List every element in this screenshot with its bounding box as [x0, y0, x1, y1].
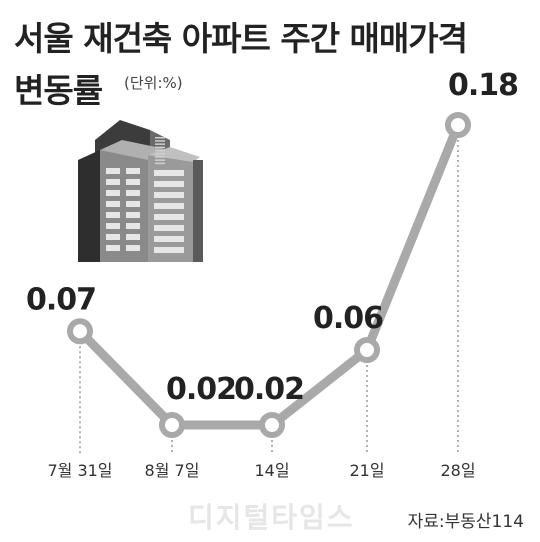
source-label: 자료:부동산114	[407, 512, 524, 532]
data-point	[259, 412, 285, 438]
data-label: 0.18	[448, 68, 518, 103]
data-label: 0.06	[313, 301, 383, 336]
data-point	[159, 412, 185, 438]
chart-title-line2: 변동률	[14, 71, 103, 110]
data-label: 0.02	[166, 372, 236, 407]
watermark: 디지털타임스	[188, 501, 355, 534]
apartment-building-icon	[78, 120, 203, 262]
x-tick-label: 21일	[349, 461, 384, 480]
x-tick-label: 28일	[440, 461, 475, 480]
x-tick-label: 7월 31일	[47, 461, 112, 480]
unit-label: (단위:%)	[124, 74, 183, 92]
data-label: 0.07	[26, 282, 96, 317]
data-point	[354, 337, 380, 363]
x-tick-label: 8월 7일	[145, 461, 200, 480]
x-tick-label: 14일	[254, 461, 289, 480]
data-point	[67, 318, 93, 345]
data-label: 0.02	[234, 372, 304, 407]
chart-title: 서울 재건축 아파트 주간 매매가격	[14, 19, 468, 58]
data-point	[445, 112, 471, 138]
